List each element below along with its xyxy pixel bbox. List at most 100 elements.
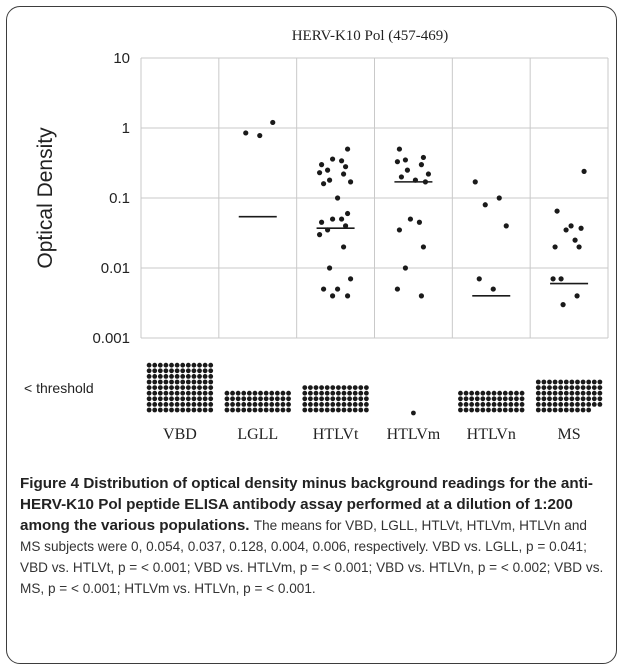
- data-point: [243, 130, 249, 136]
- data-point: [344, 210, 351, 217]
- below-threshold-dot: [174, 385, 180, 390]
- below-threshold-dot: [502, 390, 508, 396]
- below-threshold-dot: [502, 407, 508, 413]
- below-threshold-dot: [558, 396, 564, 402]
- below-threshold-dot: [185, 362, 191, 368]
- below-threshold-dot: [458, 390, 463, 396]
- below-threshold-dot: [469, 396, 475, 402]
- data-point: [472, 179, 478, 185]
- data-point: [320, 286, 327, 292]
- below-threshold-dot: [491, 407, 497, 413]
- below-threshold-dot: [591, 390, 597, 396]
- data-point: [394, 286, 401, 292]
- below-threshold-dot: [324, 407, 330, 413]
- below-threshold-dot: [563, 379, 569, 385]
- below-threshold-dot: [486, 396, 491, 402]
- below-threshold-dot: [157, 379, 163, 385]
- below-threshold-dot: [330, 385, 336, 390]
- below-threshold-dot: [208, 396, 214, 402]
- below-threshold-dot: [180, 362, 186, 368]
- below-threshold-dot: [235, 396, 241, 402]
- below-threshold-dot: [569, 385, 575, 390]
- below-threshold-dot: [163, 368, 169, 374]
- data-point: [420, 244, 427, 250]
- below-threshold-dot: [202, 379, 208, 385]
- below-threshold-dot: [474, 390, 480, 396]
- below-threshold-dot: [335, 402, 341, 407]
- data-point: [416, 219, 423, 225]
- below-threshold-dot: [185, 396, 191, 402]
- below-threshold-dot: [502, 402, 508, 407]
- below-threshold-dot: [197, 362, 202, 368]
- below-threshold-dot: [569, 396, 575, 402]
- below-threshold-dot: [569, 402, 575, 407]
- below-threshold-dot: [591, 379, 597, 385]
- below-threshold-dot: [230, 390, 235, 396]
- x-category-label: HTLVn: [467, 426, 516, 443]
- below-threshold-dot: [263, 390, 269, 396]
- below-threshold-dot: [202, 362, 208, 368]
- below-threshold-dot: [208, 407, 214, 413]
- below-threshold-dot: [591, 396, 597, 402]
- below-threshold-dot: [202, 385, 208, 390]
- below-threshold-dot: [185, 368, 191, 374]
- data-point: [503, 223, 509, 229]
- below-threshold-dot: [280, 402, 286, 407]
- below-threshold-dot: [258, 396, 263, 402]
- below-threshold-dot: [180, 407, 186, 413]
- below-threshold-dot: [163, 396, 169, 402]
- figure-frame: [6, 6, 617, 664]
- below-threshold-dot: [575, 402, 580, 407]
- below-threshold-dot: [497, 402, 503, 407]
- below-threshold-dot: [269, 390, 275, 396]
- below-threshold-dot: [563, 390, 569, 396]
- below-threshold-dot: [330, 396, 336, 402]
- below-threshold-dot: [580, 379, 586, 385]
- below-threshold-dot: [480, 402, 486, 407]
- data-point: [568, 223, 574, 229]
- below-threshold-dot: [191, 390, 197, 396]
- below-threshold-dot: [157, 374, 163, 379]
- below-threshold-dot: [269, 396, 275, 402]
- below-threshold-dot: [174, 407, 180, 413]
- below-threshold-dot: [191, 402, 197, 407]
- x-category-label: HTLVm: [387, 426, 441, 443]
- below-threshold-dot: [411, 410, 416, 416]
- data-point: [338, 216, 345, 222]
- below-threshold-dot: [191, 374, 197, 379]
- data-point: [318, 162, 325, 168]
- below-threshold-dot: [191, 396, 197, 402]
- below-threshold-dot: [541, 396, 547, 402]
- below-threshold-dot: [463, 390, 469, 396]
- below-threshold-dot: [202, 402, 208, 407]
- below-threshold-dot: [235, 402, 241, 407]
- below-threshold-dot: [558, 390, 564, 396]
- below-threshold-dot: [230, 402, 235, 407]
- below-threshold-dot: [575, 390, 580, 396]
- below-threshold-dot: [191, 379, 197, 385]
- data-point: [418, 293, 425, 299]
- data-point: [334, 195, 341, 201]
- data-point: [324, 167, 331, 173]
- below-threshold-dot: [563, 402, 569, 407]
- below-threshold-dot: [307, 385, 313, 390]
- below-threshold-dot: [363, 390, 369, 396]
- data-point: [402, 157, 409, 163]
- below-threshold-dot: [580, 385, 586, 390]
- data-point: [404, 167, 411, 173]
- data-point: [402, 265, 409, 271]
- below-threshold-dot: [313, 407, 319, 413]
- chart-title: HERV-K10 Pol (457-469): [292, 28, 449, 44]
- data-point: [342, 164, 349, 170]
- below-threshold-dot: [519, 396, 525, 402]
- below-threshold-dot: [280, 407, 286, 413]
- caption-label: Figure 4: [20, 475, 80, 492]
- below-threshold-dot: [274, 390, 280, 396]
- below-threshold-dot: [246, 390, 252, 396]
- data-point: [563, 227, 569, 233]
- below-threshold-dot: [163, 402, 169, 407]
- below-threshold-dot: [302, 407, 308, 413]
- below-threshold-dot: [197, 390, 202, 396]
- below-threshold-dot: [341, 385, 347, 390]
- y-tick-label: 10: [113, 50, 130, 67]
